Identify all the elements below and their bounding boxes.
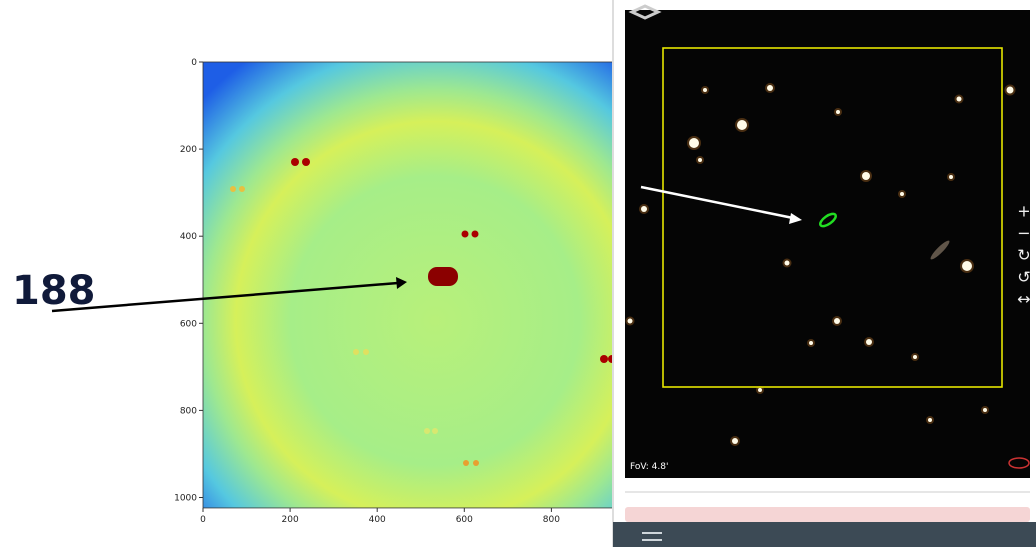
viewer-control[interactable]: ↻ xyxy=(1017,246,1030,265)
viewer-control[interactable]: ↔ xyxy=(1017,290,1030,309)
star xyxy=(732,438,738,444)
x-tick-label: 200 xyxy=(282,515,299,525)
alert-bar xyxy=(625,507,1030,522)
toolbar xyxy=(613,522,1036,547)
y-tick-label: 200 xyxy=(180,145,197,155)
sky-viewer: FoV: 4.8' + − ↻ ↺ ↔ xyxy=(613,0,1036,547)
x-tick-label: 400 xyxy=(369,515,386,525)
y-tick-label: 400 xyxy=(180,232,197,242)
heatmap-plot: 0 200 400 600 800 1000 0 200 400 600 800 xyxy=(174,58,649,525)
annotation-label: 188 xyxy=(12,268,96,314)
y-tick-label: 600 xyxy=(180,319,197,329)
star xyxy=(957,97,962,102)
star xyxy=(758,388,762,392)
star xyxy=(767,85,773,91)
star xyxy=(809,341,813,345)
star xyxy=(1007,87,1014,94)
star xyxy=(949,175,953,179)
star xyxy=(928,418,932,422)
star xyxy=(834,318,840,324)
viewer-control[interactable]: ↺ xyxy=(1017,268,1030,287)
screenshot: 0 200 400 600 800 1000 0 200 400 600 800 188 FoV: … xyxy=(0,0,1036,547)
heatmap xyxy=(203,62,649,508)
fov-label: FoV: 4.8' xyxy=(630,462,668,472)
sky-image xyxy=(625,10,1030,478)
x-tick-label: 0 xyxy=(200,515,206,525)
viewer-controls: + − ↻ ↺ ↔ xyxy=(1017,202,1030,309)
viewer-control[interactable]: − xyxy=(1017,224,1030,243)
star xyxy=(698,158,702,162)
y-tick-label: 800 xyxy=(180,406,197,416)
star xyxy=(900,192,904,196)
viewer-control[interactable]: + xyxy=(1017,202,1030,221)
star xyxy=(962,261,972,271)
star xyxy=(983,408,987,412)
star xyxy=(689,138,699,148)
y-tick-label: 0 xyxy=(191,58,197,68)
star xyxy=(703,88,707,92)
star xyxy=(862,172,870,180)
y-tick-label: 1000 xyxy=(174,494,197,504)
x-tick-label: 800 xyxy=(543,515,560,525)
x-tick-label: 600 xyxy=(456,515,473,525)
star xyxy=(785,261,790,266)
star xyxy=(913,355,917,359)
star xyxy=(628,319,633,324)
star xyxy=(737,120,747,130)
star xyxy=(836,110,840,114)
star xyxy=(641,206,647,212)
star xyxy=(866,339,872,345)
